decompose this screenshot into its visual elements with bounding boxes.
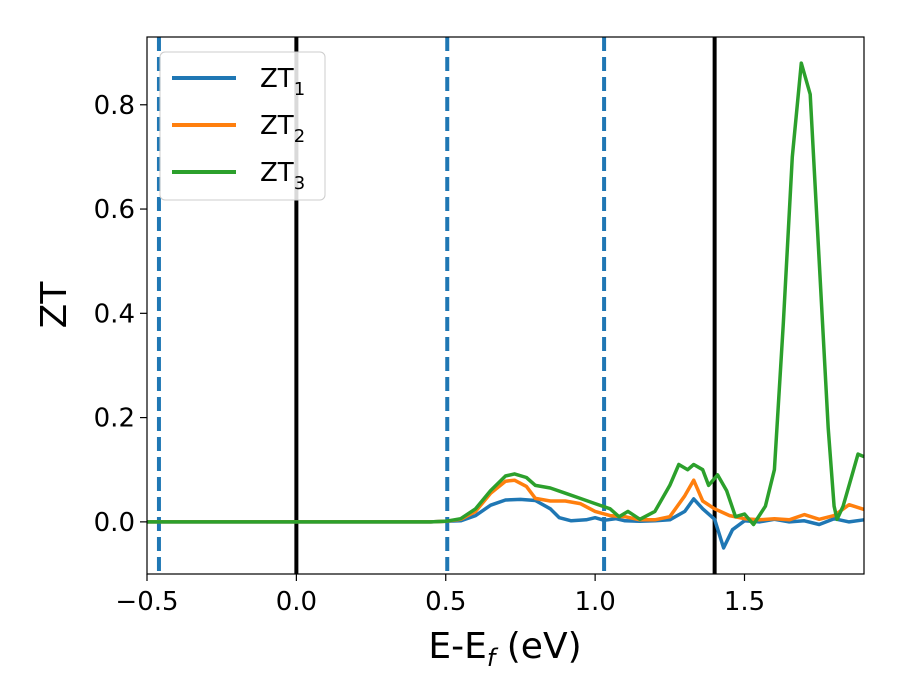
- y-axis-ticks: 0.0 0.2 0.4 0.6 0.8: [94, 91, 147, 538]
- y-axis-label: ZT: [34, 281, 75, 329]
- x-tick-label: 0.0: [276, 587, 317, 617]
- legend-label-zt2: ZT2: [260, 111, 305, 147]
- series-lines: [147, 61, 865, 550]
- series-line-zt3: [147, 61, 865, 527]
- y-tick-label: 0.8: [94, 91, 135, 121]
- legend-label-zt3: ZT3: [260, 158, 305, 194]
- legend-label-zt1: ZT1: [260, 64, 305, 100]
- x-tick-label: 1.5: [724, 587, 765, 617]
- y-tick-label: 0.0: [94, 508, 135, 538]
- x-tick-label: 1.0: [574, 587, 615, 617]
- x-tick-label: −0.5: [115, 587, 178, 617]
- plot-frame: [146, 36, 865, 575]
- y-tick-label: 0.6: [94, 195, 135, 225]
- y-tick-label: 0.2: [94, 404, 135, 434]
- x-axis-label: E-Ef (eV): [428, 626, 581, 672]
- legend-box: [159, 51, 326, 201]
- legend: ZT1 ZT2 ZT3: [159, 51, 326, 201]
- x-tick-label: 0.5: [425, 587, 466, 617]
- y-tick-label: 0.4: [94, 299, 135, 329]
- x-axis-ticks: −0.5 0.0 0.5 1.0 1.5: [115, 574, 765, 617]
